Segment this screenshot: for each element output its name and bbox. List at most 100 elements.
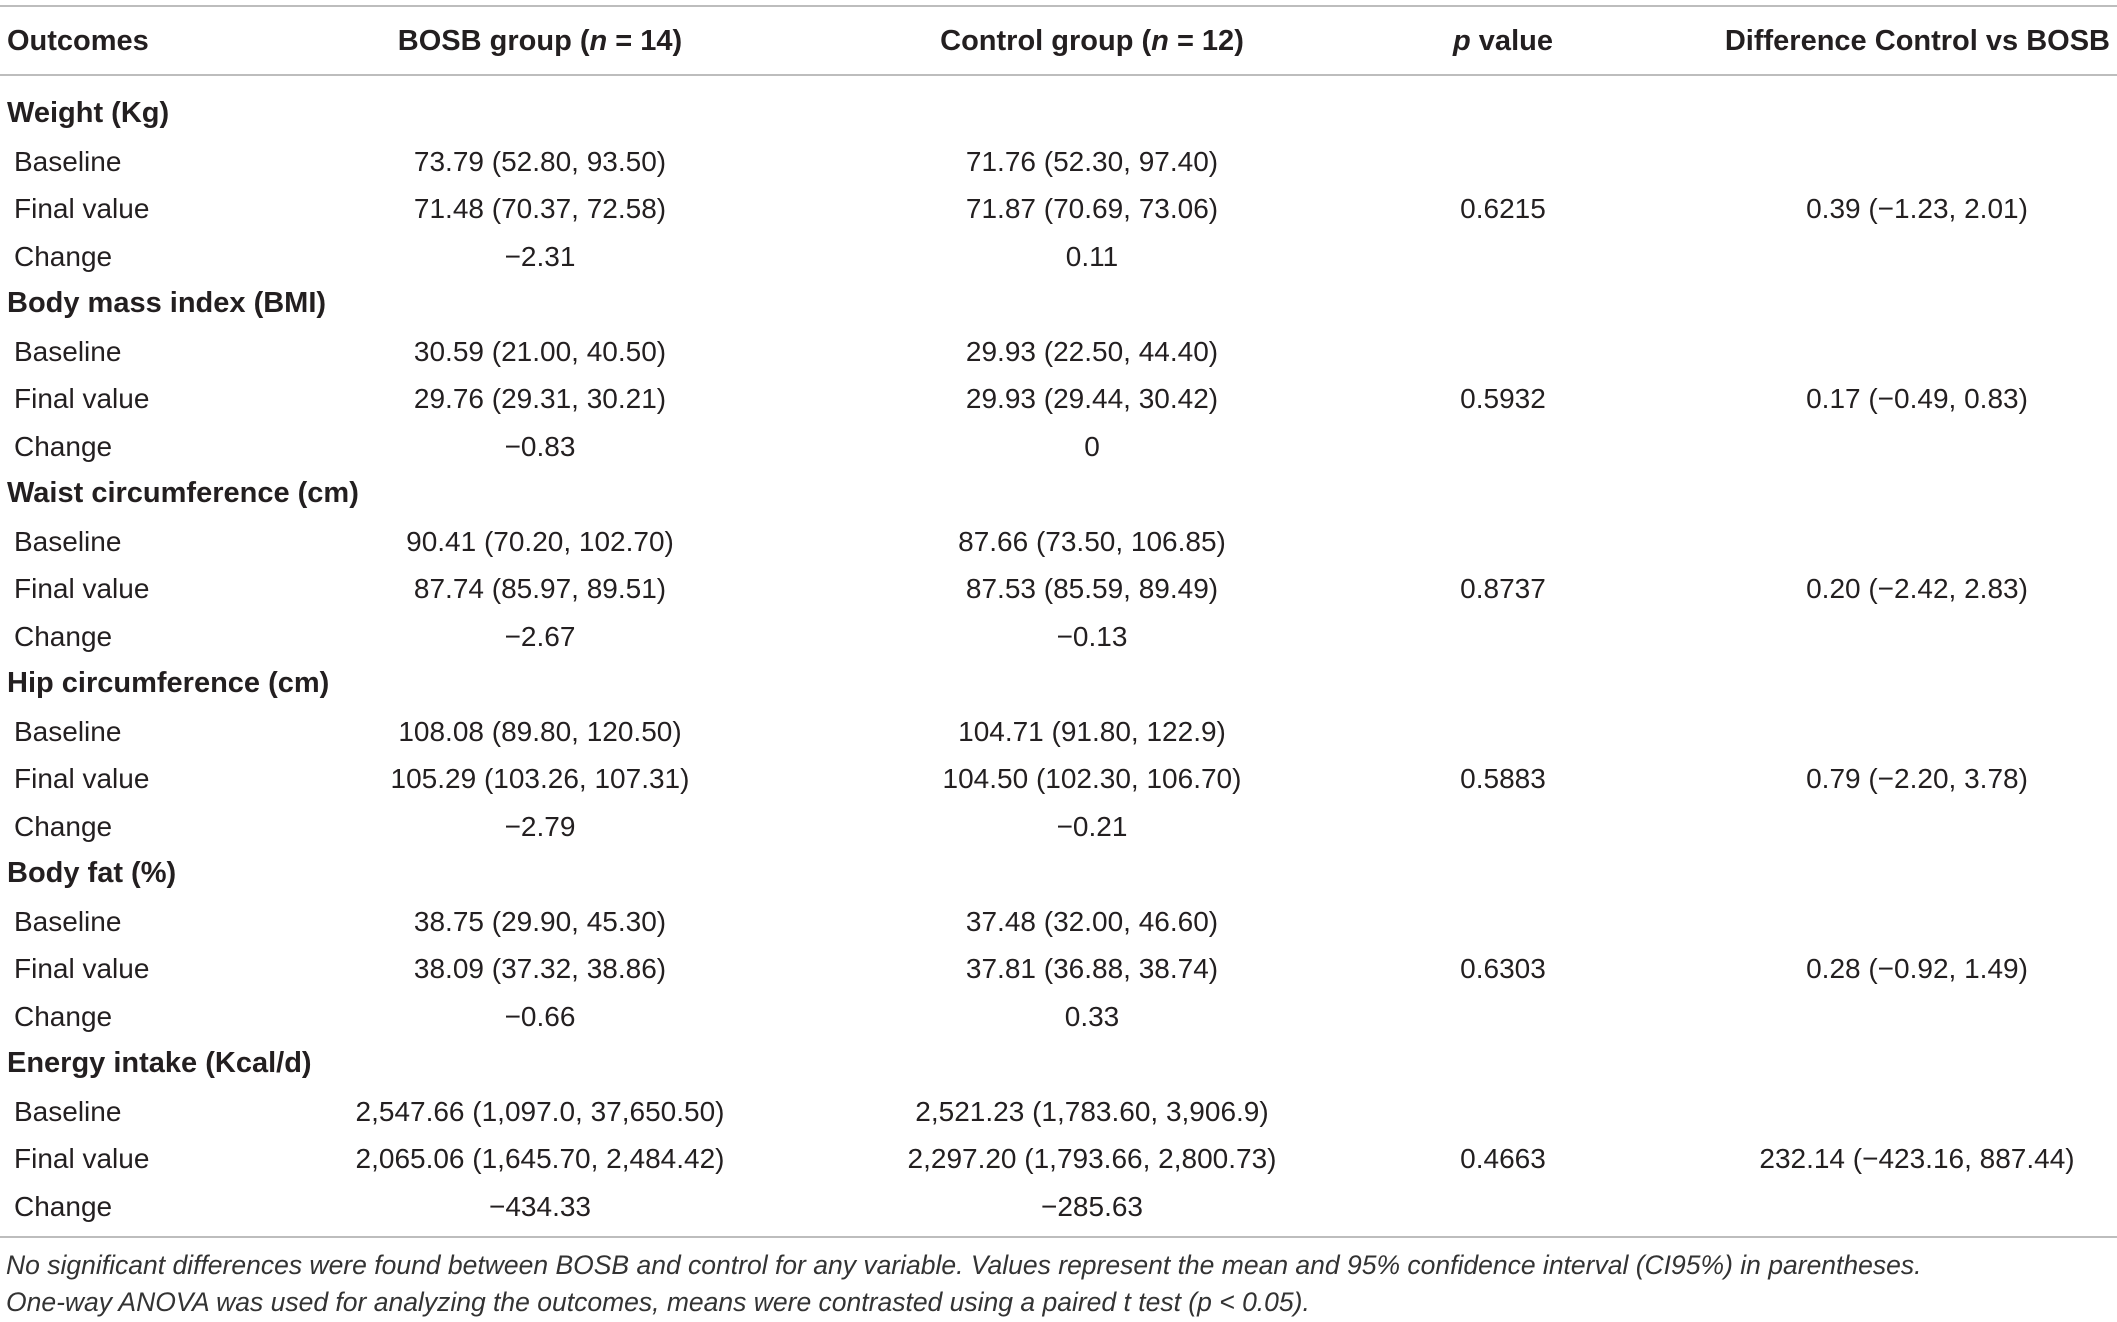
cell-p-value: 0.8737 xyxy=(1460,573,1546,604)
header-bosb-group: BOSB group (n = 14) xyxy=(398,8,682,74)
header-control-group: Control group (n = 12) xyxy=(940,8,1244,74)
cell-control-value: 37.81 (36.88, 38.74) xyxy=(965,953,1219,984)
row-label: Change xyxy=(14,430,113,462)
header-control-prefix: Control group ( xyxy=(940,25,1152,57)
cell-control-value: 0.33 xyxy=(1064,1000,1120,1032)
table-row: Final value 87.74 (85.97, 89.51) 87.53 (85… xyxy=(0,565,2117,613)
group-title: Body mass index (BMI) xyxy=(7,287,327,319)
row-label: Final value xyxy=(14,193,150,224)
header-bosb-prefix: BOSB group ( xyxy=(397,25,590,57)
row-label: Change xyxy=(14,1000,113,1032)
row-label: Change xyxy=(14,620,113,652)
cell-bosb-value: −2.79 xyxy=(504,810,576,842)
group-title: Body fat (%) xyxy=(7,857,177,889)
cell-p-value: 0.6303 xyxy=(1460,953,1546,984)
cell-bosb-value: −2.67 xyxy=(504,620,576,652)
row-label: Final value xyxy=(14,1143,150,1174)
table-row: Final value 2,065.06 (1,645.70, 2,484.42)… xyxy=(0,1135,2117,1183)
cell-bosb-value: −0.66 xyxy=(504,1000,576,1032)
table-row: Final value 38.09 (37.32, 38.86) 37.81 (36… xyxy=(0,945,2117,993)
group-title: Hip circumference (cm) xyxy=(7,667,330,699)
header-outcomes-text: Outcomes xyxy=(7,25,149,57)
cell-bosb-value: 73.79 (52.80, 93.50) xyxy=(413,145,667,177)
cell-bosb-value: 2,065.06 (1,645.70, 2,484.42) xyxy=(355,1143,725,1174)
row-label: Change xyxy=(14,240,113,272)
group-header-row: Waist circumference (cm) xyxy=(0,470,2117,518)
group-header-row: Weight (Kg) xyxy=(0,90,2117,138)
table-body: Weight (Kg) Baseline 73.79 (52.80, 93.50) 7… xyxy=(0,90,2117,1230)
table-row: Change −0.66 0.33 xyxy=(0,993,2117,1041)
header-p-suffix: value xyxy=(1470,25,1553,57)
table-row: Baseline 90.41 (70.20, 102.70) 87.66 (73.5… xyxy=(0,518,2117,566)
table-row: Baseline 30.59 (21.00, 40.50) 29.93 (22.50… xyxy=(0,328,2117,376)
cell-bosb-value: 71.48 (70.37, 72.58) xyxy=(413,193,667,224)
row-label: Final value xyxy=(14,573,150,604)
table-footnote: No significant differences were found be… xyxy=(6,1247,2111,1321)
table-bottom-rule xyxy=(0,1236,2117,1238)
table-row: Change −434.33 −285.63 xyxy=(0,1183,2117,1231)
header-p-italic: p xyxy=(1453,25,1471,57)
table-row: Baseline 73.79 (52.80, 93.50) 71.76 (52.30… xyxy=(0,138,2117,186)
table-top-rule xyxy=(0,5,2117,7)
group-header-row: Body mass index (BMI) xyxy=(0,280,2117,328)
cell-control-value: 87.53 (85.59, 89.49) xyxy=(965,573,1219,604)
cell-control-value: 2,297.20 (1,793.66, 2,800.73) xyxy=(907,1143,1277,1174)
row-label: Baseline xyxy=(14,335,122,367)
cell-bosb-value: 30.59 (21.00, 40.50) xyxy=(413,335,667,367)
table-row: Change −2.67 −0.13 xyxy=(0,613,2117,661)
group-title: Weight (Kg) xyxy=(7,97,170,129)
table-header-rule xyxy=(0,74,2117,76)
group-header-row: Energy intake (Kcal/d) xyxy=(0,1040,2117,1088)
cell-bosb-value: 38.75 (29.90, 45.30) xyxy=(413,905,667,937)
footnote-line-2: One-way ANOVA was used for analyzing the… xyxy=(6,1287,1310,1317)
cell-p-value: 0.5883 xyxy=(1460,763,1546,794)
table-row: Final value 71.48 (70.37, 72.58) 71.87 (70… xyxy=(0,185,2117,233)
cell-bosb-value: −2.31 xyxy=(504,240,576,272)
table-row: Change −0.83 0 xyxy=(0,423,2117,471)
header-p-value: p value xyxy=(1453,8,1553,74)
cell-control-value: 2,521.23 (1,783.60, 3,906.9) xyxy=(915,1095,1269,1127)
header-difference-text: Difference Control vs BOSB xyxy=(1724,25,2110,57)
row-label: Baseline xyxy=(14,525,122,557)
cell-control-value: 0 xyxy=(1084,430,1100,462)
group-header-row: Body fat (%) xyxy=(0,850,2117,898)
header-difference: Difference Control vs BOSB xyxy=(1725,8,2110,74)
table-row: Baseline 2,547.66 (1,097.0, 37,650.50) 2,5… xyxy=(0,1088,2117,1136)
cell-control-value: 29.93 (29.44, 30.42) xyxy=(965,383,1219,414)
cell-p-value: 0.6215 xyxy=(1460,193,1546,224)
cell-p-value: 0.4663 xyxy=(1460,1143,1546,1174)
cell-control-value: 37.48 (32.00, 46.60) xyxy=(965,905,1219,937)
cell-bosb-value: −434.33 xyxy=(489,1190,591,1222)
row-label: Baseline xyxy=(14,715,122,747)
cell-control-value: 71.76 (52.30, 97.40) xyxy=(965,145,1219,177)
row-label: Final value xyxy=(14,383,150,414)
cell-control-value: 29.93 (22.50, 44.40) xyxy=(965,335,1219,367)
row-label: Final value xyxy=(14,763,150,794)
cell-bosb-value: 90.41 (70.20, 102.70) xyxy=(406,525,674,557)
cell-difference-value: 0.39 (−1.23, 2.01) xyxy=(1806,193,2028,224)
table-header-row: Outcomes BOSB group (n = 14) Control gro… xyxy=(0,8,2117,74)
cell-p-value: 0.5932 xyxy=(1460,383,1546,414)
cell-difference-value: 0.28 (−0.92, 1.49) xyxy=(1806,953,2028,984)
row-label: Baseline xyxy=(14,905,122,937)
row-label: Change xyxy=(14,1190,113,1222)
footnote-line-1: No significant differences were found be… xyxy=(6,1250,1922,1280)
group-header-row: Hip circumference (cm) xyxy=(0,660,2117,708)
cell-bosb-value: 38.09 (37.32, 38.86) xyxy=(413,953,667,984)
group-title: Waist circumference (cm) xyxy=(7,477,359,509)
header-bosb-n: n xyxy=(589,25,608,57)
cell-difference-value: 232.14 (−423.16, 887.44) xyxy=(1759,1143,2075,1174)
cell-bosb-value: 29.76 (29.31, 30.21) xyxy=(413,383,667,414)
cell-bosb-value: 105.29 (103.26, 107.31) xyxy=(390,763,690,794)
row-label: Baseline xyxy=(14,1095,122,1127)
cell-bosb-value: 2,547.66 (1,097.0, 37,650.50) xyxy=(355,1095,725,1127)
header-control-n: n xyxy=(1151,25,1169,57)
cell-bosb-value: 87.74 (85.97, 89.51) xyxy=(413,573,667,604)
cell-control-value: 71.87 (70.69, 73.06) xyxy=(965,193,1219,224)
table-row: Change −2.79 −0.21 xyxy=(0,803,2117,851)
cell-control-value: 0.11 xyxy=(1065,240,1119,272)
table-row: Baseline 38.75 (29.90, 45.30) 37.48 (32.00… xyxy=(0,898,2117,946)
row-label: Final value xyxy=(14,953,150,984)
cell-control-value: 104.50 (102.30, 106.70) xyxy=(942,763,1242,794)
